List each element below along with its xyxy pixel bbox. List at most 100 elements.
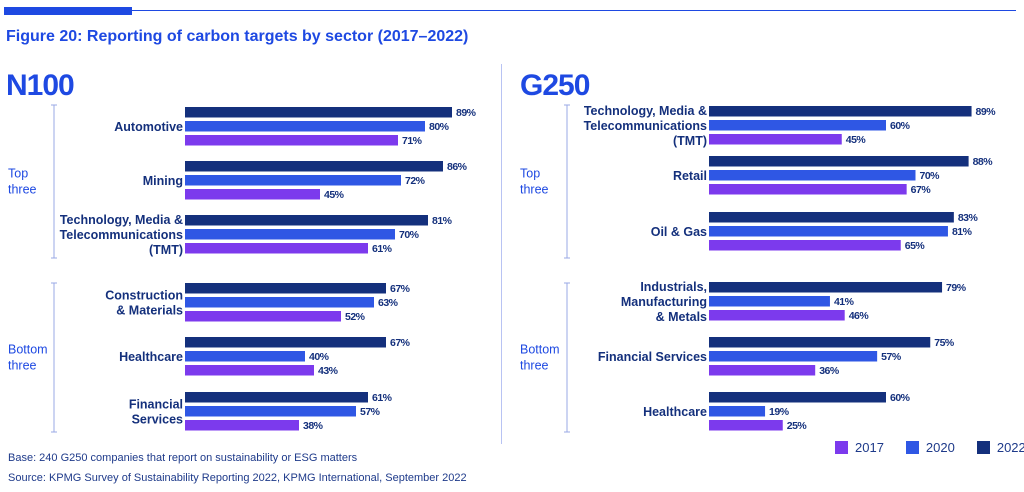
legend-label-2020: 2020 [925, 440, 955, 455]
n100-group-label: three [8, 183, 37, 197]
n100-bar-2020 [185, 406, 356, 417]
g250-value-label-2020: 81% [952, 226, 973, 238]
n100-category-label: (TMT) [149, 243, 183, 257]
g250-value-label-2020: 70% [920, 170, 941, 182]
g250-bar-2020 [709, 120, 886, 131]
g250-category-label: Healthcare [643, 405, 707, 419]
n100-bar-2020 [185, 175, 401, 186]
g250-category-label: & Metals [656, 310, 707, 324]
g250-bar-2017 [709, 184, 907, 195]
g250-bar-2022 [709, 392, 886, 403]
base-note: Base: 240 G250 companies that report on … [8, 452, 358, 464]
g250-value-label-2020: 19% [769, 406, 790, 418]
g250-category-label: Retail [673, 169, 707, 183]
n100-category-label: Telecommunications [60, 228, 183, 242]
n100-value-label-2022: 81% [432, 215, 453, 227]
g250-bar-2022 [709, 156, 969, 167]
g250-panel-title: G250 [520, 69, 590, 102]
g250-value-label-2022: 89% [976, 106, 997, 118]
legend-label-2022: 2022 [996, 440, 1024, 455]
g250-value-label-2017: 46% [849, 310, 870, 322]
g250-category-label: Oil & Gas [651, 225, 707, 239]
source-note: Source: KPMG Survey of Sustainability Re… [8, 472, 467, 484]
g250-value-label-2020: 60% [890, 120, 911, 132]
n100-bar-2017 [185, 311, 341, 322]
n100-bar-2020 [185, 229, 395, 240]
g250-value-label-2017: 25% [787, 420, 808, 432]
n100-category-label: & Materials [116, 303, 183, 317]
n100-bar-2022 [185, 161, 443, 172]
g250-value-label-2020: 41% [834, 296, 855, 308]
n100-value-label-2020: 57% [360, 406, 381, 418]
g250-bar-2020 [709, 296, 830, 307]
g250-bar-2017 [709, 310, 845, 321]
n100-value-label-2017: 71% [402, 135, 423, 147]
n100-value-label-2020: 63% [378, 297, 399, 309]
legend-swatch-2022 [976, 441, 990, 454]
n100-value-label-2017: 38% [303, 420, 324, 432]
g250-value-label-2022: 83% [958, 212, 979, 224]
n100-value-label-2020: 72% [405, 175, 426, 187]
n100-bar-2017 [185, 420, 299, 431]
n100-bar-2020 [185, 297, 374, 308]
n100-category-label: Financial [129, 397, 183, 411]
n100-value-label-2017: 43% [318, 365, 339, 377]
n100-bar-2022 [185, 283, 386, 294]
g250-group-label: Bottom [520, 343, 560, 357]
n100-group-label: Top [8, 167, 28, 181]
g250-value-label-2022: 60% [890, 392, 911, 404]
g250-bar-2020 [709, 351, 878, 362]
n100-panel-title: N100 [6, 69, 74, 102]
g250-category-label: (TMT) [673, 134, 707, 148]
header-accent-bar [4, 7, 132, 15]
n100-bar-2022 [185, 215, 428, 226]
legend-item-2022: 2022 [976, 440, 1024, 455]
n100-value-label-2020: 80% [429, 121, 450, 133]
n100-value-label-2017: 45% [324, 189, 345, 201]
g250-value-label-2022: 79% [946, 282, 967, 294]
n100-group-label: three [8, 359, 37, 373]
g250-bar-2022 [709, 106, 972, 117]
g250-bar-2017 [709, 134, 842, 145]
g250-bar-2017 [709, 365, 816, 376]
n100-bar-2022 [185, 337, 386, 348]
n100-bar-2020 [185, 351, 305, 362]
n100-group-label: Bottom [8, 343, 48, 357]
n100-category-label: Healthcare [119, 350, 183, 364]
n100-value-label-2022: 67% [390, 283, 411, 295]
g250-value-label-2020: 57% [881, 351, 902, 363]
g250-value-label-2017: 67% [911, 184, 932, 196]
g250-category-label: Manufacturing [621, 295, 707, 309]
n100-bar-2020 [185, 121, 425, 132]
panel-divider [501, 64, 502, 444]
n100-value-label-2020: 70% [399, 229, 420, 241]
g250-bar-2022 [709, 212, 954, 223]
n100-bar-2017 [185, 135, 398, 146]
legend-item-2017: 2017 [835, 440, 884, 455]
g250-bar-2020 [709, 170, 916, 181]
legend-swatch-2017 [835, 441, 848, 454]
g250-category-label: Technology, Media & [584, 104, 707, 118]
n100-value-label-2022: 86% [447, 161, 468, 173]
g250-category-label: Telecommunications [584, 119, 707, 133]
g250-value-label-2017: 65% [905, 240, 926, 252]
legend-swatch-2020 [905, 441, 919, 454]
legend-label-2017: 2017 [855, 440, 884, 455]
n100-value-label-2022: 89% [456, 107, 477, 119]
g250-value-label-2017: 36% [819, 365, 840, 377]
n100-category-label: Automotive [114, 120, 183, 134]
g250-group-label: three [520, 183, 549, 197]
n100-value-label-2020: 40% [309, 351, 330, 363]
g250-bar-2020 [709, 406, 766, 417]
n100-category-label: Technology, Media & [60, 213, 183, 227]
g250-bar-2020 [709, 226, 948, 237]
g250-category-label: Industrials, [640, 280, 707, 294]
n100-bar-2017 [185, 189, 320, 200]
g250-value-label-2022: 75% [934, 337, 955, 349]
legend: 2017 2020 2022 [835, 440, 1024, 455]
n100-bar-2017 [185, 243, 368, 254]
legend-item-2020: 2020 [905, 440, 955, 455]
g250-bar-2022 [709, 282, 943, 293]
figure-title: Figure 20: Reporting of carbon targets b… [6, 28, 469, 45]
